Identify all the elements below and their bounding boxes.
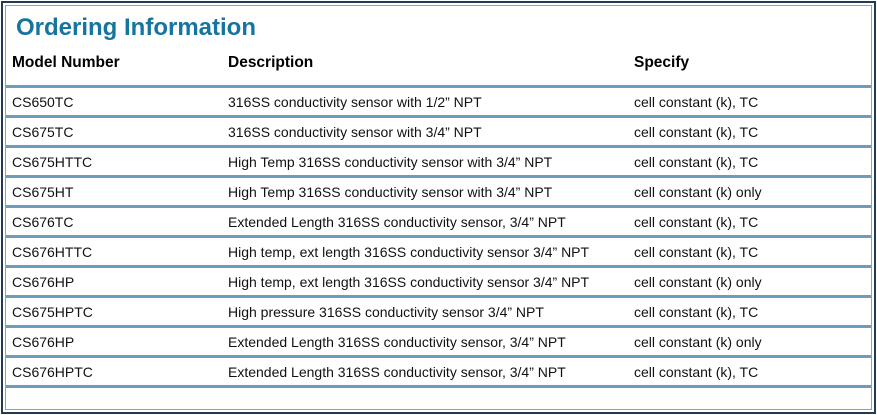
ordering-table: Model Number Description Specify CS650TC… [6,48,871,388]
table-row: CS675HPTC High pressure 316SS conductivi… [6,296,871,328]
table-row: CS676HP High temp, ext length 316SS cond… [6,266,871,298]
specify-cell: cell constant (k), TC [634,206,871,238]
description-cell: High temp, ext length 316SS conductivity… [228,236,634,268]
model-number-cell: CS676HP [6,266,228,298]
table-row: CS650TC 316SS conductivity sensor with 1… [6,86,871,118]
description-cell: 316SS conductivity sensor with 3/4” NPT [228,116,634,148]
specify-cell: cell constant (k), TC [634,116,871,148]
model-number-cell: CS675HT [6,176,228,208]
model-number-cell: CS675HPTC [6,296,228,328]
column-header-model-number: Model Number [6,48,228,88]
specify-cell: cell constant (k) only [634,326,871,358]
model-number-cell: CS676HTTC [6,236,228,268]
model-number-cell: CS676HPTC [6,356,228,388]
model-number-cell: CS676HP [6,326,228,358]
table-row: CS675TC 316SS conductivity sensor with 3… [6,116,871,148]
model-number-cell: CS650TC [6,86,228,118]
specify-cell: cell constant (k), TC [634,86,871,118]
model-number-cell: CS676TC [6,206,228,238]
panel-frame-inner: Ordering Information Model Number Descri… [5,5,872,410]
table-row: CS675HTTC High Temp 316SS conductivity s… [6,146,871,178]
specify-cell: cell constant (k), TC [634,236,871,268]
table-header-row: Model Number Description Specify [6,48,871,88]
description-cell: High Temp 316SS conductivity sensor with… [228,176,634,208]
specify-cell: cell constant (k) only [634,266,871,298]
table-row: CS676HTTC High temp, ext length 316SS co… [6,236,871,268]
description-cell: High pressure 316SS conductivity sensor … [228,296,634,328]
table-row: CS675HT High Temp 316SS conductivity sen… [6,176,871,208]
specify-cell: cell constant (k), TC [634,296,871,328]
description-cell: Extended Length 316SS conductivity senso… [228,326,634,358]
column-header-description: Description [228,48,634,88]
model-number-cell: CS675TC [6,116,228,148]
table-row: CS676TC Extended Length 316SS conductivi… [6,206,871,238]
table-row: CS676HP Extended Length 316SS conductivi… [6,326,871,358]
description-cell: High temp, ext length 316SS conductivity… [228,266,634,298]
specify-cell: cell constant (k), TC [634,146,871,178]
description-cell: 316SS conductivity sensor with 1/2” NPT [228,86,634,118]
panel-title: Ordering Information [16,14,256,41]
specify-cell: cell constant (k), TC [634,356,871,388]
column-header-specify: Specify [634,48,871,88]
description-cell: Extended Length 316SS conductivity senso… [228,206,634,238]
model-number-cell: CS675HTTC [6,146,228,178]
table-row: CS676HPTC Extended Length 316SS conducti… [6,356,871,388]
description-cell: High Temp 316SS conductivity sensor with… [228,146,634,178]
specify-cell: cell constant (k) only [634,176,871,208]
description-cell: Extended Length 316SS conductivity senso… [228,356,634,388]
